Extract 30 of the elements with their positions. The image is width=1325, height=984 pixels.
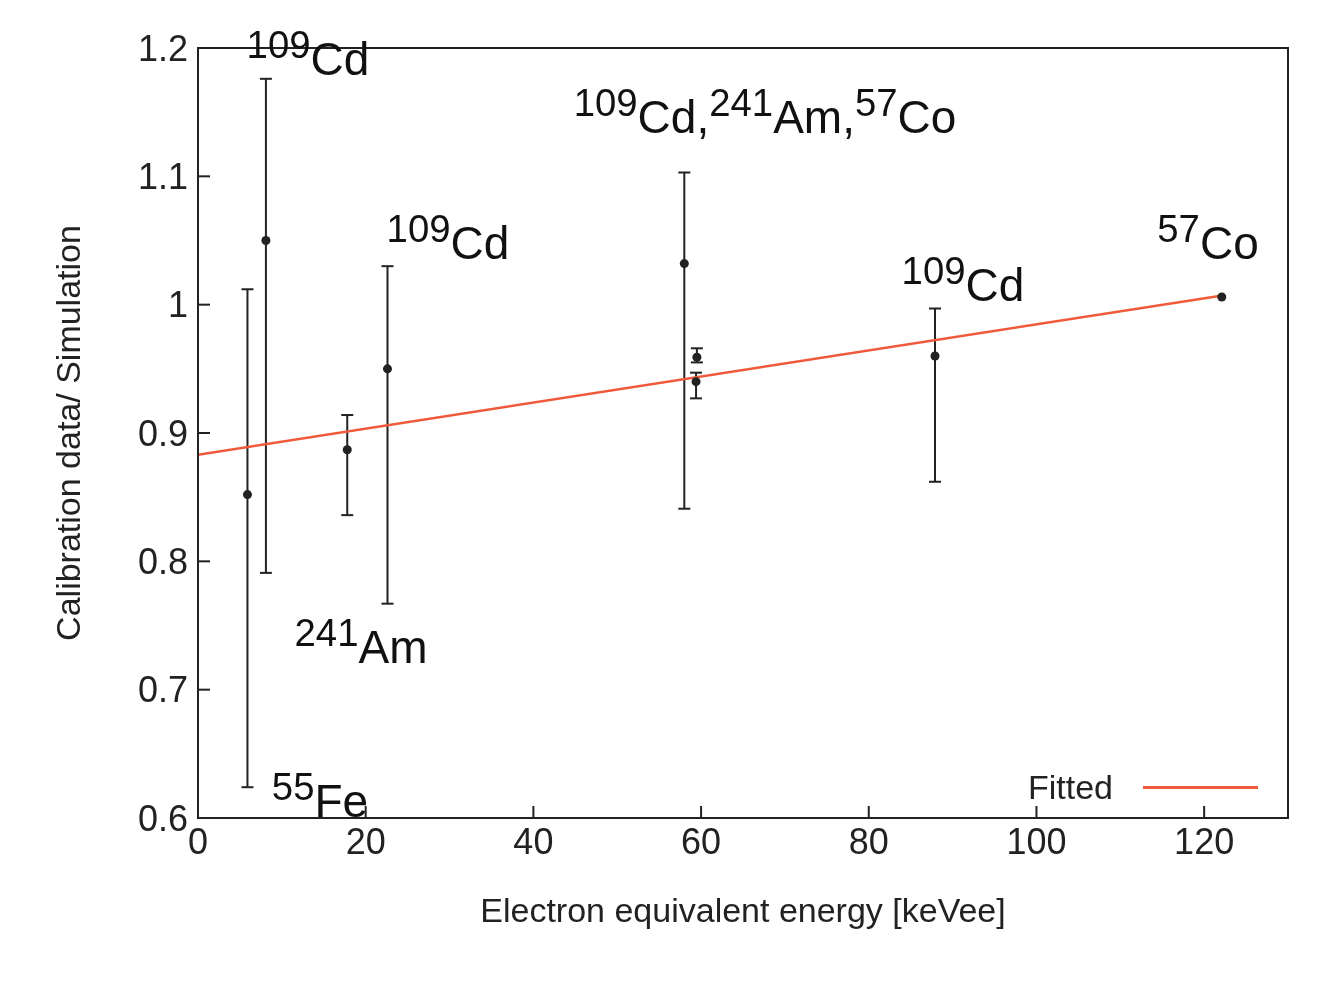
point [930, 351, 940, 361]
point [679, 259, 689, 269]
annotation: $^{109}$Cd [901, 249, 1025, 311]
point [382, 364, 393, 374]
y-tick-label: 0.6 [137, 797, 188, 839]
annotation: $^{109}$Cd,$^{241}$Am,$^{57}$Co [573, 81, 957, 143]
point [1217, 292, 1227, 302]
y-tick-label: 1.1 [137, 156, 188, 198]
annotation: $^{109}$Cd [386, 207, 510, 269]
annotation: $^{241}$Am [294, 611, 428, 673]
point [261, 235, 271, 246]
point [691, 377, 701, 387]
x-tick-label: 60 [681, 820, 722, 862]
x-tick-label: 0 [187, 820, 209, 862]
y-tick-label: 1.2 [137, 27, 188, 69]
x-axis-title: Electron equivalent energy [keVee] [480, 891, 1006, 929]
y-tick-label: 0.8 [137, 541, 188, 583]
y-tick-label: 0.9 [137, 412, 188, 454]
point [242, 490, 252, 500]
y-axis-title: Calibration data/ Simulation [49, 225, 88, 641]
legend-label: Fitted [1027, 768, 1113, 807]
y-tick-label: 0.7 [137, 669, 188, 711]
x-tick-label: 120 [1174, 820, 1235, 862]
point [692, 352, 702, 362]
point [342, 445, 352, 455]
x-tick-label: 40 [513, 820, 554, 862]
annotation: $^{57}$Co [1157, 207, 1259, 269]
y-tick-label: 1 [167, 284, 188, 326]
x-tick-label: 80 [848, 820, 889, 862]
x-tick-label: 100 [1006, 820, 1067, 862]
